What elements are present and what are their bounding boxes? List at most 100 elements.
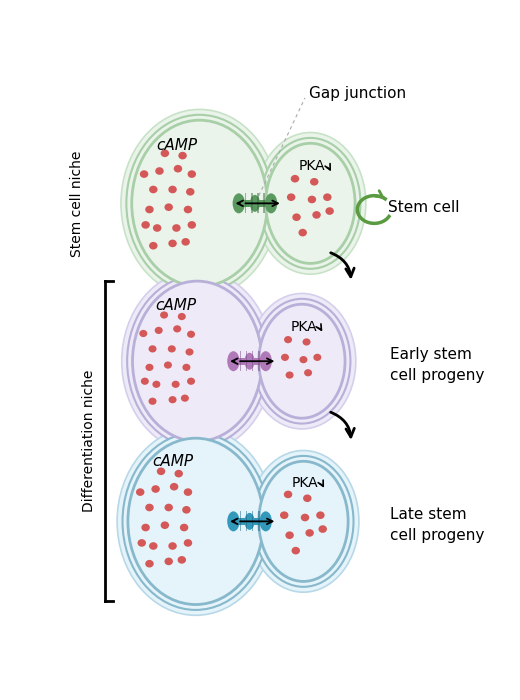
Ellipse shape <box>292 214 301 221</box>
Ellipse shape <box>161 522 169 529</box>
Ellipse shape <box>266 144 355 263</box>
Ellipse shape <box>253 456 354 587</box>
Ellipse shape <box>173 326 181 332</box>
Bar <box>239 200 271 206</box>
Ellipse shape <box>300 356 307 363</box>
Ellipse shape <box>259 304 345 418</box>
Ellipse shape <box>149 186 158 193</box>
Bar <box>258 351 259 371</box>
Ellipse shape <box>181 238 190 246</box>
Ellipse shape <box>184 489 192 496</box>
Ellipse shape <box>128 438 264 605</box>
Ellipse shape <box>182 506 191 514</box>
Ellipse shape <box>187 377 195 385</box>
Ellipse shape <box>178 152 187 160</box>
Ellipse shape <box>170 483 178 491</box>
Ellipse shape <box>186 349 193 356</box>
Ellipse shape <box>139 330 147 337</box>
Bar <box>257 193 259 214</box>
Ellipse shape <box>183 364 190 371</box>
Ellipse shape <box>250 195 260 212</box>
Bar <box>245 193 246 214</box>
Ellipse shape <box>154 327 163 334</box>
Ellipse shape <box>123 433 269 610</box>
Ellipse shape <box>244 513 255 530</box>
Ellipse shape <box>141 377 149 385</box>
Ellipse shape <box>172 381 179 388</box>
Bar <box>240 351 241 371</box>
Bar <box>252 351 253 371</box>
Ellipse shape <box>152 381 160 388</box>
Ellipse shape <box>310 178 318 186</box>
Ellipse shape <box>184 206 192 214</box>
Ellipse shape <box>232 193 245 214</box>
Ellipse shape <box>145 206 154 214</box>
Bar <box>240 511 241 531</box>
Ellipse shape <box>291 175 299 183</box>
Ellipse shape <box>164 558 173 565</box>
Ellipse shape <box>168 239 177 247</box>
Ellipse shape <box>132 120 267 286</box>
Ellipse shape <box>313 211 321 218</box>
Ellipse shape <box>188 221 196 229</box>
Ellipse shape <box>164 361 172 369</box>
Ellipse shape <box>168 186 177 193</box>
Ellipse shape <box>259 511 272 531</box>
Text: PKA: PKA <box>292 476 318 490</box>
Ellipse shape <box>316 512 324 519</box>
Ellipse shape <box>164 504 173 511</box>
Ellipse shape <box>187 330 195 338</box>
Text: Early stem
cell progeny: Early stem cell progeny <box>389 347 484 383</box>
Text: cAMP: cAMP <box>152 454 193 469</box>
Ellipse shape <box>168 542 177 550</box>
Bar <box>246 511 247 531</box>
Ellipse shape <box>248 451 359 592</box>
Ellipse shape <box>177 556 186 564</box>
Ellipse shape <box>188 170 196 178</box>
Ellipse shape <box>178 313 186 320</box>
Ellipse shape <box>117 428 274 615</box>
Ellipse shape <box>227 511 240 531</box>
Ellipse shape <box>180 524 188 531</box>
Ellipse shape <box>253 299 350 424</box>
Ellipse shape <box>186 188 194 195</box>
Ellipse shape <box>151 485 160 493</box>
Text: PKA: PKA <box>290 319 317 334</box>
Bar <box>246 351 247 371</box>
Text: Late stem
cell progeny: Late stem cell progeny <box>389 508 484 543</box>
Ellipse shape <box>227 351 240 371</box>
Ellipse shape <box>303 494 311 502</box>
Ellipse shape <box>175 470 183 477</box>
Ellipse shape <box>149 345 157 353</box>
Ellipse shape <box>127 276 267 447</box>
Text: PKA: PKA <box>298 160 325 174</box>
Ellipse shape <box>255 132 366 274</box>
Ellipse shape <box>261 138 360 269</box>
Ellipse shape <box>168 396 177 403</box>
Ellipse shape <box>126 115 272 292</box>
Ellipse shape <box>145 560 154 568</box>
Text: Stem cell: Stem cell <box>388 199 460 215</box>
Bar <box>252 511 253 531</box>
Ellipse shape <box>121 109 278 298</box>
Ellipse shape <box>259 461 348 582</box>
Ellipse shape <box>323 193 332 201</box>
Ellipse shape <box>172 224 180 232</box>
Ellipse shape <box>184 539 192 547</box>
Ellipse shape <box>280 512 289 519</box>
Ellipse shape <box>318 525 327 533</box>
Ellipse shape <box>149 242 158 249</box>
Ellipse shape <box>292 547 300 554</box>
Bar <box>264 193 265 214</box>
Ellipse shape <box>281 354 289 361</box>
Ellipse shape <box>304 369 312 377</box>
Ellipse shape <box>244 353 255 370</box>
Bar <box>233 358 266 365</box>
Text: Differentiation niche: Differentiation niche <box>82 370 96 512</box>
Ellipse shape <box>298 229 307 237</box>
Ellipse shape <box>149 542 158 550</box>
Ellipse shape <box>326 207 334 215</box>
Ellipse shape <box>285 531 294 539</box>
Ellipse shape <box>174 165 182 172</box>
Ellipse shape <box>303 338 310 346</box>
